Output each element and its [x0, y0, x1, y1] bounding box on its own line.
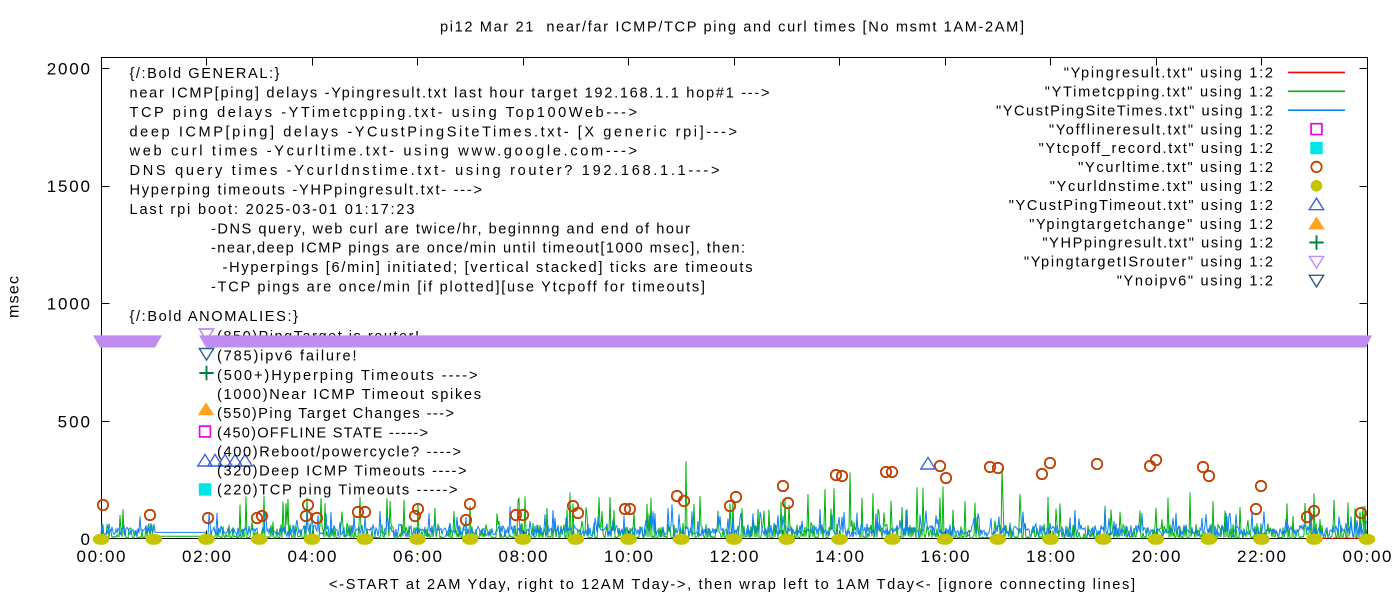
svg-text:2000: 2000: [47, 60, 90, 79]
svg-text:DNS query times -Ycurldnstime.: DNS query times -Ycurldnstime.txt- using…: [130, 163, 720, 179]
svg-text:"Yofflineresult.txt" using 1:2: "Yofflineresult.txt" using 1:2: [1049, 122, 1273, 138]
svg-text:"YCustPingSiteTimes.txt" using: "YCustPingSiteTimes.txt" using 1:2: [996, 103, 1273, 119]
svg-text:deep ICMP[ping] delays -YCustP: deep ICMP[ping] delays -YCustPingSiteTim…: [130, 124, 738, 140]
svg-text:(500+)Hyperping Timeouts ---->: (500+)Hyperping Timeouts ---->: [217, 368, 478, 384]
svg-text:(550)Ping Target Changes --->: (550)Ping Target Changes --->: [217, 406, 454, 422]
svg-text:00:00: 00:00: [1343, 547, 1392, 566]
svg-text:1000: 1000: [47, 295, 90, 314]
svg-text:08:00: 08:00: [499, 547, 548, 566]
svg-text:16:00: 16:00: [921, 547, 970, 566]
svg-text:"YCustPingTimeout.txt" using 1: "YCustPingTimeout.txt" using 1:2: [1009, 198, 1273, 214]
svg-text:500: 500: [58, 412, 90, 431]
svg-text:12:00: 12:00: [710, 547, 759, 566]
svg-text:(400)Reboot/powercycle? ---->: (400)Reboot/powercycle? ---->: [217, 444, 461, 460]
svg-text:(450)OFFLINE STATE ----->: (450)OFFLINE STATE ----->: [217, 425, 428, 441]
svg-text:04:00: 04:00: [288, 547, 337, 566]
svg-text:"Ycurltime.txt" using 1:2: "Ycurltime.txt" using 1:2: [1078, 160, 1273, 176]
svg-text:near ICMP[ping] delays -Ypingr: near ICMP[ping] delays -Ypingresult.txt …: [130, 86, 770, 102]
svg-text:TCP ping delays -YTimetcpping.: TCP ping delays -YTimetcpping.txt- using…: [130, 105, 638, 121]
svg-text:1500: 1500: [47, 177, 90, 196]
svg-text:-DNS query, web curl are twice: -DNS query, web curl are twice/hr, begin…: [211, 221, 690, 237]
svg-text:{/:Bold GENERAL:}: {/:Bold GENERAL:}: [130, 66, 280, 82]
svg-text:20:00: 20:00: [1132, 547, 1181, 566]
svg-text:pi12 Mar 21 near/far ICMP/TCP: pi12 Mar 21 near/far ICMP/TCP ping and c…: [440, 19, 1024, 35]
svg-text:Hyperping timeouts -YHPpingres: Hyperping timeouts -YHPpingresult.txt- -…: [130, 183, 483, 199]
svg-text:06:00: 06:00: [393, 547, 442, 566]
svg-text:"Ynoipv6" using 1:2: "Ynoipv6" using 1:2: [1117, 274, 1273, 290]
svg-text:18:00: 18:00: [1026, 547, 1075, 566]
svg-text:"Ypingtargetchange" using 1:2: "Ypingtargetchange" using 1:2: [1029, 217, 1273, 233]
svg-text:"Ycurldnstime.txt" using 1:2: "Ycurldnstime.txt" using 1:2: [1050, 179, 1273, 195]
svg-text:(320)Deep ICMP Timeouts ---->: (320)Deep ICMP Timeouts ---->: [217, 464, 467, 480]
svg-text:10:00: 10:00: [604, 547, 653, 566]
svg-text:msec: msec: [6, 276, 23, 318]
svg-text:22:00: 22:00: [1237, 547, 1286, 566]
svg-text:02:00: 02:00: [182, 547, 231, 566]
svg-text:0: 0: [81, 530, 90, 549]
svg-text:00:00: 00:00: [77, 547, 126, 566]
svg-text:14:00: 14:00: [815, 547, 864, 566]
svg-text:-TCP pings are once/min [if pl: -TCP pings are once/min [if plotted][use…: [211, 280, 705, 296]
svg-text:{/:Bold ANOMALIES:}: {/:Bold ANOMALIES:}: [130, 309, 299, 325]
svg-text:"Ypingresult.txt" using 1:2: "Ypingresult.txt" using 1:2: [1064, 66, 1273, 82]
svg-text:"YHPpingresult.txt" using 1:2: "YHPpingresult.txt" using 1:2: [1042, 236, 1273, 252]
svg-text:"Ytcpoff_record.txt" using 1:2: "Ytcpoff_record.txt" using 1:2: [1039, 141, 1273, 157]
svg-text:"YTimetcpping.txt" using 1:2: "YTimetcpping.txt" using 1:2: [1045, 85, 1273, 101]
svg-text:web curl times -Ycurltime.txt-: web curl times -Ycurltime.txt- using www…: [129, 144, 638, 160]
svg-text:-near,deep ICMP pings are once: -near,deep ICMP pings are once/min until…: [211, 241, 745, 257]
svg-text:(1000)Near ICMP Timeout spikes: (1000)Near ICMP Timeout spikes: [217, 387, 481, 403]
svg-text:"YpingtargetISrouter" using 1:: "YpingtargetISrouter" using 1:2: [1024, 255, 1273, 271]
svg-text:Last rpi boot: 2025-03-01 01:1: Last rpi boot: 2025-03-01 01:17:23: [130, 202, 415, 218]
svg-text:(785)ipv6 failure!: (785)ipv6 failure!: [217, 348, 357, 364]
